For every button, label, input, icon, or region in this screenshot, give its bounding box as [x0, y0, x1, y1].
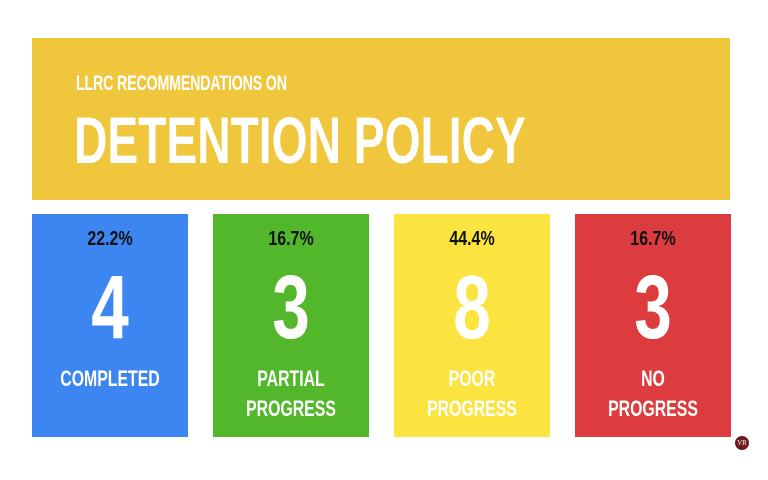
card-count: 4: [91, 258, 129, 358]
card-count: 3: [272, 258, 310, 358]
card-label: POOR PROGRESS: [427, 366, 517, 421]
card-completed: 22.2% 4 COMPLETED: [32, 214, 188, 437]
card-percent: 16.7%: [268, 228, 314, 250]
card-label: PARTIAL PROGRESS: [246, 366, 336, 421]
card-label: COMPLETED: [60, 366, 160, 391]
header-banner: LLRC RECOMMENDATIONS ON DETENTION POLICY: [32, 38, 730, 200]
card-count: 3: [634, 258, 672, 358]
card-percent: 16.7%: [630, 228, 676, 250]
card-partial-progress: 16.7% 3 PARTIAL PROGRESS: [213, 214, 369, 437]
card-poor-progress: 44.4% 8 POOR PROGRESS: [394, 214, 550, 437]
card-percent: 22.2%: [87, 228, 133, 250]
card-percent: 44.4%: [449, 228, 495, 250]
card-no-progress: 16.7% 3 NO PROGRESS: [575, 214, 731, 437]
card-count: 8: [453, 258, 491, 358]
page-title: DETENTION POLICY: [74, 103, 526, 177]
subtitle: LLRC RECOMMENDATIONS ON: [76, 72, 287, 95]
vr-logo: VR: [735, 436, 749, 450]
card-label: NO PROGRESS: [608, 366, 698, 421]
